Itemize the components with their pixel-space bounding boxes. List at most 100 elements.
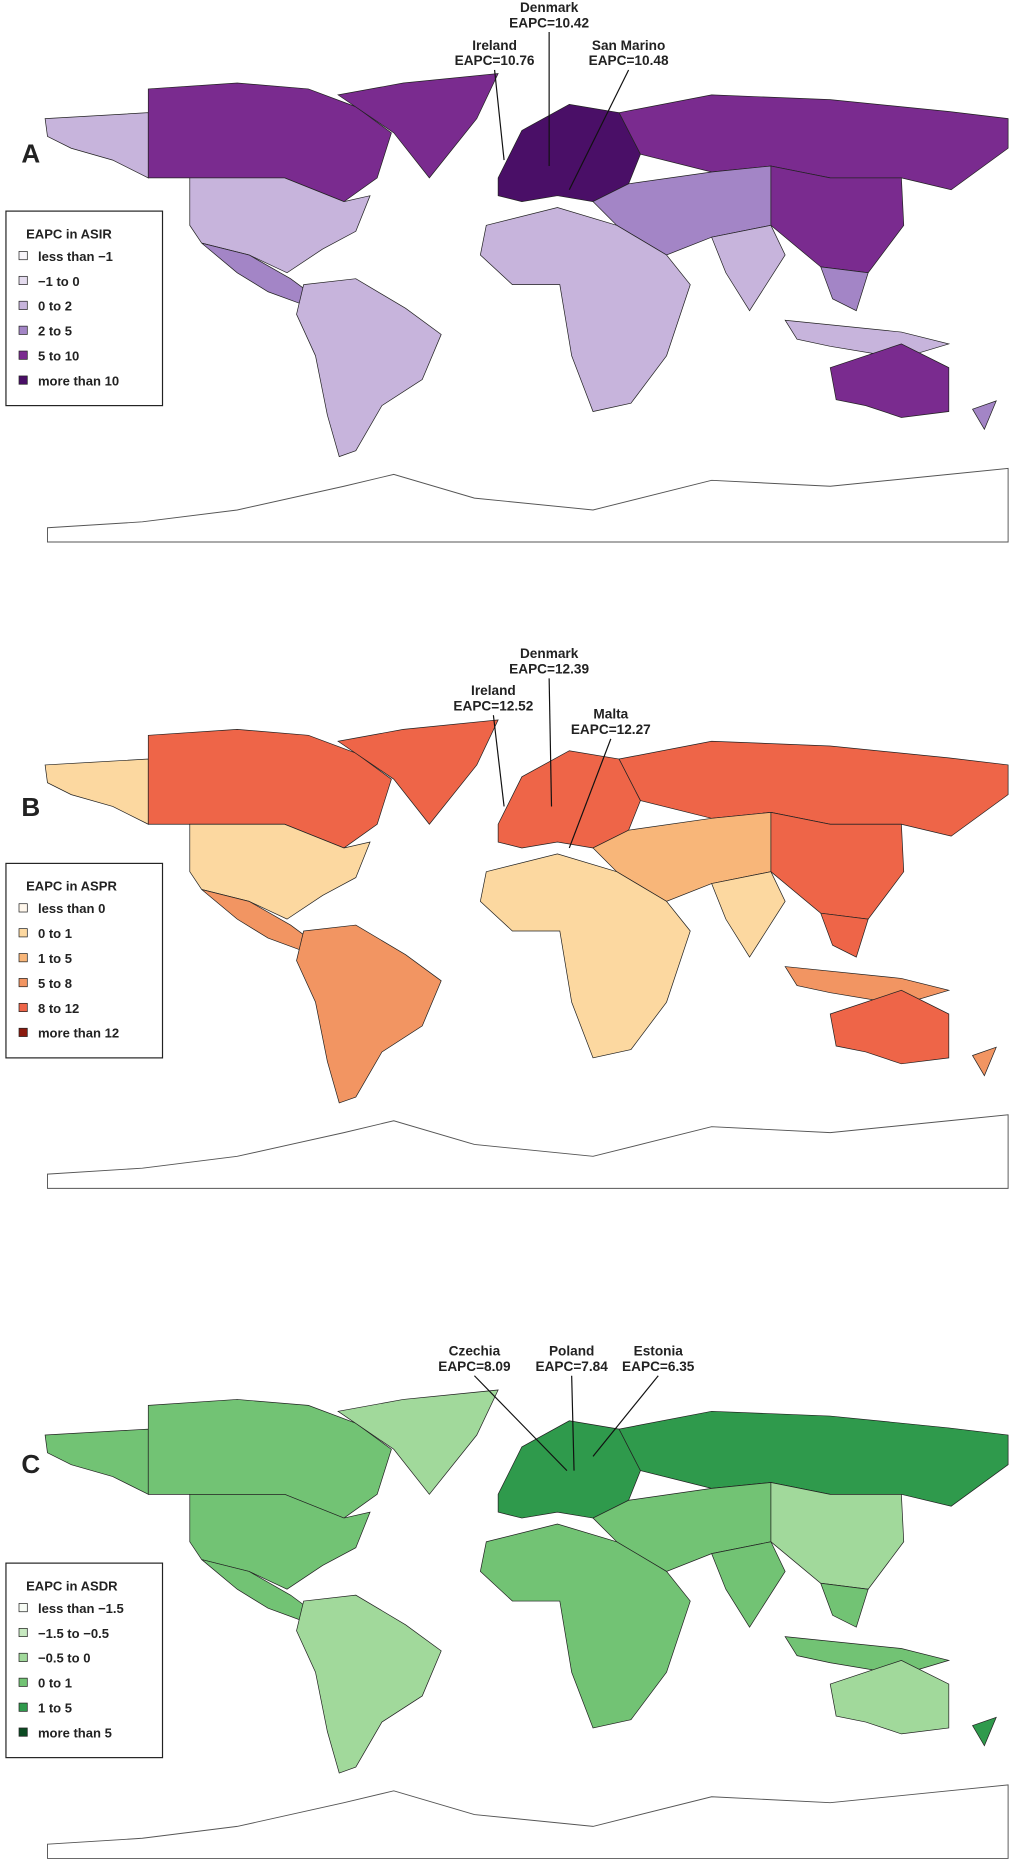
legend-swatch: [18, 300, 28, 310]
legend-label: 0 to 2: [38, 299, 72, 314]
region-indonesia: [784, 1636, 951, 1675]
legend-label: less than −1.5: [38, 1601, 124, 1616]
region-usa: [189, 823, 371, 920]
legend-label: −0.5 to 0: [38, 1651, 91, 1666]
legend-swatch: [18, 1652, 28, 1662]
annotation-country: Poland: [549, 1344, 594, 1359]
legend-box: [5, 862, 164, 1059]
legend-label: 8 to 12: [38, 1001, 79, 1016]
annotation-country: San Marino: [592, 38, 665, 53]
annotation-country: Estonia: [634, 1344, 684, 1359]
region-seasia: [820, 1582, 869, 1628]
annotation-value: EAPC=10.76: [455, 53, 535, 68]
legend-swatch: [18, 325, 28, 335]
legend-swatch: [18, 1027, 28, 1037]
annotation-value: EAPC=8.09: [438, 1359, 511, 1374]
region-seasia: [820, 266, 869, 312]
region-india: [711, 871, 786, 958]
region-europe: [497, 1420, 641, 1519]
region-greenland: [337, 719, 499, 825]
region-nz: [972, 1046, 997, 1077]
region-southam: [296, 1594, 442, 1774]
legend-label: 0 to 1: [38, 1676, 72, 1691]
map-panel: C EAPC in ASDR less than −1.5 −1.5 to −0.5 −…: [5, 1344, 1009, 1859]
annotation-line: [473, 1375, 568, 1472]
region-europe: [497, 103, 641, 202]
panel-label: C: [21, 1449, 40, 1479]
annotation-line: [571, 1375, 575, 1471]
region-canada: [147, 729, 392, 849]
legend-label: more than 10: [38, 373, 119, 388]
annotation-country: Denmark: [520, 0, 579, 15]
legend-box: [5, 210, 164, 407]
annotation-line: [492, 715, 505, 807]
region-china: [770, 811, 905, 920]
region-australia: [829, 1659, 950, 1735]
annotation-line: [592, 1375, 659, 1457]
legend-label: 5 to 10: [38, 349, 79, 364]
legend-swatch: [18, 903, 28, 913]
region-usa: [189, 177, 371, 274]
region-europe: [497, 750, 641, 849]
legend-label: less than 0: [38, 901, 105, 916]
annotation-line: [568, 69, 630, 191]
legend-swatch: [18, 275, 28, 285]
region-indonesia: [784, 319, 951, 359]
annotation-value: EAPC=6.35: [622, 1359, 695, 1374]
legend-label: more than 5: [38, 1725, 112, 1740]
legend-swatch: [18, 1002, 28, 1012]
region-africa: [479, 1523, 691, 1729]
legend-label: more than 12: [38, 1026, 119, 1041]
legend-swatch: [18, 978, 28, 988]
legend-label: less than −1: [38, 249, 113, 264]
legend-swatch: [18, 375, 28, 385]
legend-title: EAPC in ASPR: [26, 879, 117, 894]
region-greenland: [337, 73, 499, 179]
annotation-value: EAPC=12.52: [453, 698, 533, 713]
annotation-country: Ireland: [472, 38, 517, 53]
annotation-line: [548, 678, 553, 807]
annotation-country: Denmark: [520, 646, 579, 661]
region-greenland: [337, 1389, 499, 1495]
region-nz: [972, 1716, 997, 1747]
region-africa: [479, 853, 691, 1059]
annotation-value: EAPC=12.27: [571, 722, 651, 737]
region-australia: [829, 343, 950, 418]
legend-label: 0 to 1: [38, 926, 72, 941]
annotation-country: Ireland: [471, 683, 516, 698]
legend-title: EAPC in ASDR: [26, 1578, 118, 1593]
region-alaska: [44, 1428, 149, 1495]
legend-label: 5 to 8: [38, 976, 72, 991]
map-panel: B EAPC in ASPR less than 0 0 to 1 1 to 5 5 to…: [5, 646, 1009, 1189]
annotation-value: EAPC=10.42: [509, 15, 589, 30]
legend-swatch: [18, 350, 28, 360]
annotation-value: EAPC=7.84: [535, 1359, 608, 1374]
antarctica: [46, 467, 1009, 543]
region-china: [770, 1482, 905, 1590]
legend-swatch: [18, 953, 28, 963]
legend-label: −1.5 to −0.5: [38, 1626, 109, 1641]
legend-swatch: [18, 1677, 28, 1687]
region-india: [711, 224, 786, 312]
region-alaska: [44, 758, 149, 825]
world-map: [44, 719, 1009, 1189]
legend-label: 2 to 5: [38, 324, 72, 339]
legend-box: [5, 1562, 164, 1759]
annotation-value: EAPC=12.39: [509, 662, 589, 677]
legend-label: −1 to 0: [38, 274, 80, 289]
legend-swatch: [18, 251, 28, 261]
antarctica: [46, 1114, 1009, 1189]
legend-swatch: [18, 928, 28, 938]
legend-label: 1 to 5: [38, 951, 72, 966]
annotation-country: Malta: [593, 707, 628, 722]
region-china: [770, 165, 905, 274]
legend-swatch: [18, 1702, 28, 1712]
region-southam: [296, 924, 442, 1104]
region-india: [711, 1541, 786, 1628]
region-africa: [479, 207, 691, 412]
region-seasia: [820, 912, 869, 958]
region-australia: [829, 989, 950, 1065]
annotation-value: EAPC=10.48: [589, 53, 669, 68]
annotation-line: [568, 738, 612, 849]
